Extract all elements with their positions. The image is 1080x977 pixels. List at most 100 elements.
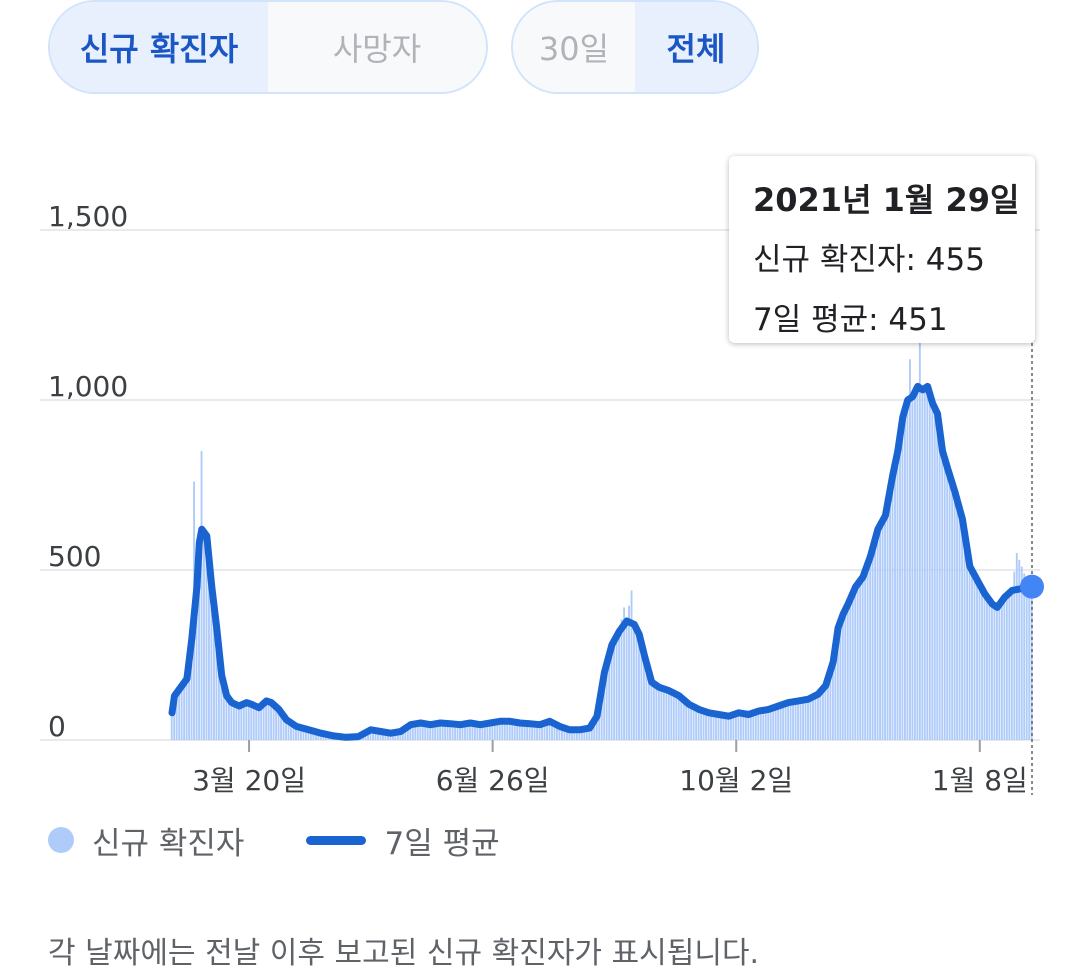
- case-bar: [404, 728, 407, 740]
- case-bar: [488, 723, 491, 740]
- average-line-layer: [168, 382, 1036, 741]
- case-bar: [787, 702, 790, 740]
- case-bar: [312, 731, 315, 740]
- case-bar: [399, 731, 402, 740]
- case-bar: [598, 701, 601, 740]
- case-bar: [983, 593, 986, 740]
- case-bar: [643, 655, 645, 740]
- case-bar: [260, 705, 263, 740]
- case-bar: [926, 386, 929, 740]
- case-bar: [605, 662, 608, 740]
- case-bar: [369, 729, 372, 740]
- case-bar: [372, 730, 374, 740]
- case-bar: [630, 590, 633, 740]
- case-bar: [732, 714, 735, 740]
- case-bar: [757, 711, 760, 740]
- case-bar: [657, 687, 660, 740]
- tooltip-average: 7일 평균: 451: [753, 302, 948, 338]
- case-bar: [941, 451, 944, 740]
- case-bar: [304, 729, 307, 740]
- case-bar: [580, 729, 583, 741]
- case-bar: [295, 726, 297, 740]
- case-bar: [496, 721, 499, 740]
- case-bar: [210, 587, 213, 740]
- case-bar: [300, 727, 302, 740]
- case-bar: [652, 683, 655, 740]
- case-bar: [938, 432, 941, 740]
- case-bar: [565, 728, 568, 740]
- highlight-point[interactable]: [1020, 574, 1044, 599]
- case-bar: [749, 713, 752, 740]
- case-bar: [439, 723, 442, 740]
- case-bar: [277, 709, 280, 740]
- tab-30-days[interactable]: 30일: [513, 2, 635, 92]
- case-bar: [744, 714, 747, 740]
- case-bar: [493, 722, 496, 740]
- case-bar: [734, 713, 737, 740]
- case-bar: [267, 701, 270, 740]
- case-bar: [551, 722, 553, 740]
- case-bar: [556, 725, 558, 741]
- case-bar: [262, 703, 265, 740]
- case-bar: [287, 721, 290, 740]
- chart-legend: 신규 확진자 7일 평균: [48, 812, 500, 868]
- cases-chart[interactable]: 0 500 1,000 1,500 3월 20일 6월 26일 10월 2일 1월 8일: [0, 140, 1080, 805]
- case-bar: [995, 607, 998, 740]
- case-bar: [498, 721, 501, 740]
- case-bar: [725, 715, 727, 740]
- case-bar: [747, 714, 750, 740]
- case-bar: [414, 723, 417, 740]
- case-bar: [869, 556, 872, 740]
- case-bar: [690, 705, 693, 740]
- case-bar: [483, 723, 486, 740]
- tab-all-time[interactable]: 전체: [635, 2, 757, 92]
- case-bar: [411, 724, 414, 740]
- case-bar: [610, 644, 613, 740]
- case-bar: [647, 673, 650, 740]
- case-bar: [255, 706, 258, 740]
- case-bar: [866, 563, 869, 740]
- case-bar: [896, 451, 899, 740]
- case-bar: [506, 721, 509, 740]
- case-bar: [1025, 580, 1028, 740]
- case-bar: [401, 729, 404, 740]
- case-bar: [459, 724, 461, 740]
- case-bar: [752, 712, 755, 740]
- case-bar: [486, 723, 489, 740]
- case-bar: [836, 627, 839, 740]
- case-bar: [200, 451, 203, 740]
- case-bar: [667, 690, 670, 740]
- case-bar: [697, 709, 700, 740]
- case-bar: [426, 724, 429, 740]
- case-bar: [533, 724, 536, 740]
- case-bar: [913, 391, 916, 740]
- case-bar: [812, 696, 814, 740]
- case-bar: [923, 388, 926, 740]
- tab-new-cases[interactable]: 신규 확진자: [50, 2, 268, 92]
- case-bar: [618, 631, 621, 740]
- case-bar: [585, 728, 588, 740]
- case-bar: [720, 714, 722, 740]
- axis-labels: 0 500 1,000 1,500 3월 20일 6월 26일 10월 2일 1월 8일: [48, 200, 1028, 797]
- case-bar: [526, 723, 529, 740]
- case-bar: [662, 689, 665, 740]
- case-bar: [772, 707, 775, 740]
- case-bar: [826, 677, 829, 740]
- case-bar: [513, 722, 516, 740]
- case-bar: [615, 635, 618, 740]
- case-bar: [1010, 590, 1013, 740]
- case-bar: [367, 731, 369, 740]
- case-bar: [774, 706, 777, 740]
- case-bar: [981, 589, 983, 740]
- case-bar: [963, 534, 966, 740]
- case-bar: [518, 723, 521, 740]
- case-bar: [951, 483, 954, 740]
- x-tick-label: 3월 20일: [192, 764, 306, 797]
- case-bar: [936, 413, 939, 740]
- case-bar: [777, 706, 780, 740]
- tab-deaths[interactable]: 사망자: [268, 2, 486, 92]
- case-bar: [406, 726, 409, 740]
- case-bar: [973, 575, 976, 740]
- case-bar: [573, 729, 576, 740]
- tooltip-date: 2021년 1월 29일: [753, 181, 1020, 219]
